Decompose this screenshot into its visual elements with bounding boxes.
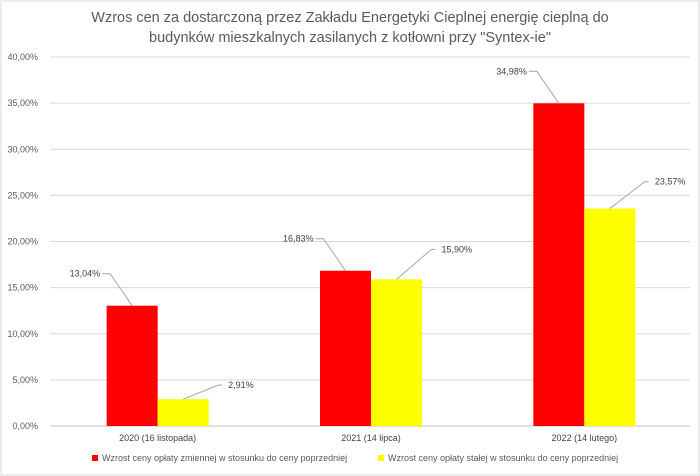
- chart-title-line-1: Wzros cen za dostarczoną przez Zakładu E…: [91, 10, 608, 26]
- y-tick-label: 10,00%: [7, 329, 38, 339]
- x-category-label: 2022 (14 lutego): [552, 433, 618, 443]
- y-tick-label: 5,00%: [12, 375, 38, 385]
- legend: Wzrost ceny opłaty zmiennej w stosunku d…: [92, 453, 618, 463]
- y-tick-label: 40,00%: [7, 52, 38, 62]
- y-tick-label: 0,00%: [12, 421, 38, 431]
- data-label: 15,90%: [442, 244, 473, 254]
- x-category-label: 2021 (14 lipca): [341, 433, 401, 443]
- y-tick-label: 15,00%: [7, 283, 38, 293]
- bar-fixed-fee: [584, 208, 636, 426]
- chart-title: Wzros cen za dostarczoną przez Zakładu E…: [91, 10, 608, 46]
- y-tick-label: 20,00%: [7, 237, 38, 247]
- x-axis-category-labels: 2020 (16 listopada) 2021 (14 lipca) 2022 (…: [119, 433, 617, 443]
- chart-title-line-2: budynków mieszkalnych zasilanych z kotło…: [149, 30, 551, 46]
- data-labels: 13,04% 2,91% 16,83% 15,90% 34,98% 23,57%: [70, 66, 686, 390]
- bars: [106, 103, 636, 426]
- bar-variable-fee: [320, 270, 371, 426]
- y-axis-tick-labels: 0,00% 5,00% 10,00% 15,00% 20,00% 25,00% 30,00%…: [7, 52, 38, 431]
- data-label: 2,91%: [228, 380, 254, 390]
- y-tick-label: 30,00%: [7, 144, 38, 154]
- x-category-label: 2020 (16 listopada): [119, 433, 196, 443]
- legend-swatch: [378, 455, 384, 461]
- legend-label: Wzrost ceny opłaty zmiennej w stosunku d…: [102, 453, 347, 463]
- data-label-leader-line: [609, 181, 649, 209]
- bar-fixed-fee: [371, 279, 422, 426]
- data-label-leader-line: [315, 238, 346, 272]
- data-label-leader-line: [528, 70, 560, 104]
- legend-label: Wzrost ceny opłaty stałej w stosunku do …: [388, 453, 618, 463]
- data-label: 34,98%: [496, 66, 527, 76]
- data-label: 13,04%: [70, 269, 101, 279]
- y-tick-label: 35,00%: [7, 98, 38, 108]
- data-label-leader-line: [102, 273, 133, 306]
- data-label: 23,57%: [655, 177, 686, 187]
- data-label-leader-line: [396, 248, 436, 280]
- data-label-leader-line: [182, 384, 223, 400]
- legend-swatch: [92, 455, 98, 461]
- data-label: 16,83%: [283, 234, 314, 244]
- bar-variable-fee: [106, 305, 158, 426]
- y-tick-label: 25,00%: [7, 190, 38, 200]
- bar-fixed-fee: [157, 399, 209, 426]
- bar-variable-fee: [533, 103, 585, 426]
- data-label-leaders: [102, 70, 649, 400]
